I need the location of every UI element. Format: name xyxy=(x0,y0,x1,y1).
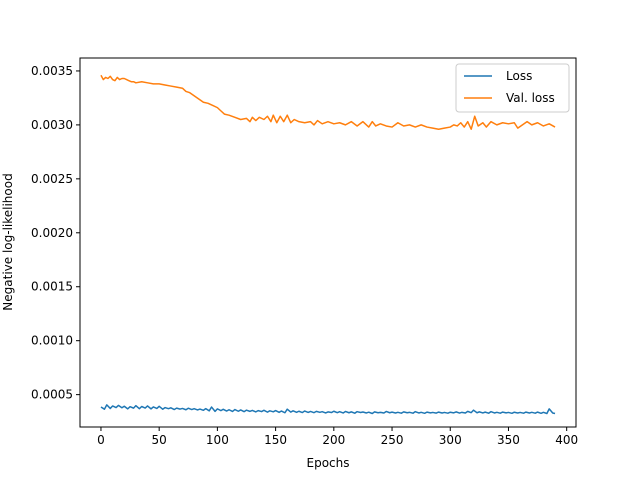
series-line-val-loss xyxy=(100,74,556,130)
x-tick-label: 300 xyxy=(439,433,462,447)
x-tick-label: 350 xyxy=(497,433,520,447)
x-tick-label: 100 xyxy=(206,433,229,447)
legend-label-val-loss: Val. loss xyxy=(506,91,555,105)
y-tick-label: 0.0015 xyxy=(31,280,73,294)
x-tick-label: 0 xyxy=(97,433,105,447)
y-tick-label: 0.0020 xyxy=(31,226,73,240)
legend: Loss Val. loss xyxy=(455,63,570,113)
x-tick-label: 50 xyxy=(152,433,167,447)
y-tick-label: 0.0025 xyxy=(31,172,73,186)
x-tick-label: 250 xyxy=(381,433,404,447)
legend-label-loss: Loss xyxy=(506,69,532,83)
x-tick-label: 200 xyxy=(322,433,345,447)
y-tick-label: 0.0005 xyxy=(31,388,73,402)
x-axis-ticks: 0 50 100 150 200 250 300 350 400 xyxy=(97,427,578,447)
series-line-loss xyxy=(100,404,556,415)
y-tick-label: 0.0030 xyxy=(31,118,73,132)
x-axis-label: Epochs xyxy=(307,456,350,470)
series-layer xyxy=(100,74,556,415)
x-tick-label: 150 xyxy=(264,433,287,447)
x-tick-label: 400 xyxy=(555,433,578,447)
y-axis-ticks: 0.0005 0.0010 0.0015 0.0020 0.0025 0.0030 0.00… xyxy=(31,64,80,402)
y-tick-label: 0.0010 xyxy=(31,334,73,348)
plot-frame xyxy=(79,57,577,428)
y-axis-label: Negative log-likelihood xyxy=(1,173,15,310)
y-tick-label: 0.0035 xyxy=(31,64,73,78)
